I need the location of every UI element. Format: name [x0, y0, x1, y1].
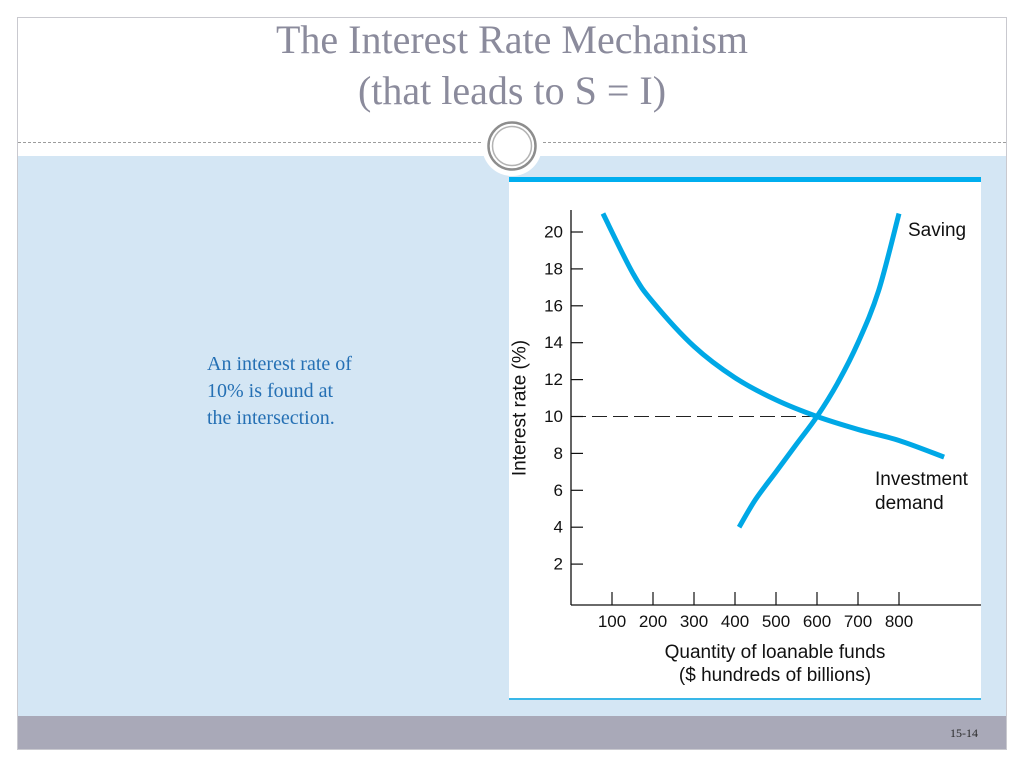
x-tick-label: 800 — [885, 612, 913, 631]
x-tick-label: 700 — [844, 612, 872, 631]
y-tick-label: 18 — [544, 259, 563, 278]
y-axis-label: Interest rate (%) — [510, 340, 531, 476]
x-tick-label: 200 — [639, 612, 667, 631]
x-axis-label-line-1: Quantity of loanable funds — [665, 642, 886, 663]
x-tick-label: 400 — [721, 612, 749, 631]
page-number: 15-14 — [950, 726, 978, 740]
slide-title-line-2: (that leads to S = I) — [357, 68, 667, 113]
y-tick-label: 8 — [554, 444, 563, 463]
body-text-line: 10% is found at — [207, 380, 334, 402]
body-text-line: An interest rate of — [207, 353, 352, 375]
investment-demand-label: Investment demand — [875, 469, 969, 514]
x-tick-label: 500 — [762, 612, 790, 631]
y-tick-label: 20 — [544, 223, 563, 242]
y-tick-label: 12 — [544, 370, 563, 389]
loanable-funds-chart: 2 4 6 8 10 12 14 16 18 20 100 200 300 400 500 600 700 800… — [510, 210, 981, 686]
y-tick-label: 16 — [544, 296, 563, 315]
body-text: An interest rate of 10% is found at the … — [207, 351, 352, 432]
x-tick-label: 300 — [680, 612, 708, 631]
chart-panel: 2 4 6 8 10 12 14 16 18 20 100 200 300 400 500 600 700 800… — [509, 177, 981, 700]
footer-bar: 15-14 — [18, 716, 1006, 749]
chart-bottom-line — [509, 698, 981, 700]
x-tick-label: 100 — [598, 612, 626, 631]
body-text-line: the intersection. — [207, 407, 335, 429]
y-tick-label: 4 — [554, 518, 563, 537]
y-tick-label: 10 — [544, 407, 563, 426]
y-tick-label: 14 — [544, 333, 563, 352]
saving-label: Saving — [908, 220, 966, 241]
x-tick-label: 600 — [803, 612, 831, 631]
circle-ornament-icon — [482, 116, 542, 176]
y-tick-label: 2 — [554, 555, 563, 574]
chart-top-bar — [509, 177, 981, 182]
x-axis-label-line-2: ($ hundreds of billions) — [679, 665, 871, 686]
slide-title-line-1: The Interest Rate Mechanism — [275, 17, 749, 62]
investment-demand-curve — [600, 212, 945, 460]
y-tick-label: 6 — [554, 481, 563, 500]
